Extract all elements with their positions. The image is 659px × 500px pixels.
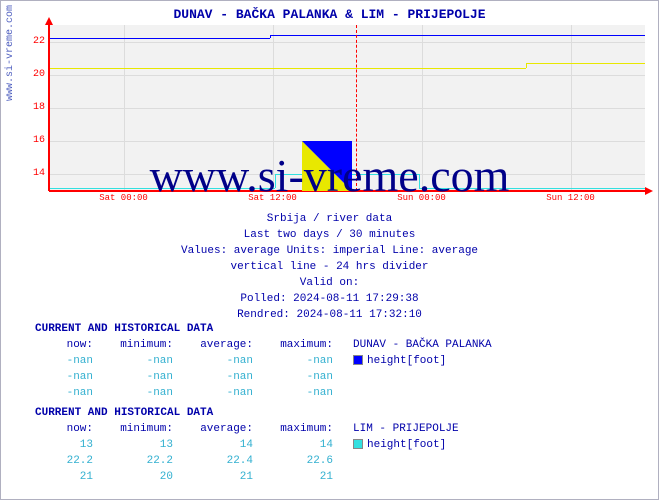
cell-now: -nan xyxy=(35,385,93,401)
table-title: CURRENT AND HISTORICAL DATA xyxy=(35,321,492,337)
color-swatch xyxy=(353,355,363,365)
grid-h xyxy=(49,108,645,109)
meta-values: Values: average Units: imperial Line: av… xyxy=(1,243,658,259)
col-now: now: xyxy=(35,421,93,437)
cell-avg: 22.4 xyxy=(173,453,253,469)
table-row: -nan-nan-nan-nan xyxy=(35,385,492,401)
data-table: CURRENT AND HISTORICAL DATAnow:minimum:a… xyxy=(35,405,459,485)
cell-min: 22.2 xyxy=(93,453,173,469)
series-step xyxy=(526,63,527,68)
cell-now: -nan xyxy=(35,353,93,369)
cell-now: 21 xyxy=(35,469,93,485)
col-min: minimum: xyxy=(93,421,173,437)
col-station: DUNAV - BAČKA PALANKA xyxy=(333,337,492,353)
table-title: CURRENT AND HISTORICAL DATA xyxy=(35,405,459,421)
grid-h xyxy=(49,75,645,76)
cell-now: 22.2 xyxy=(35,453,93,469)
cell-now: -nan xyxy=(35,369,93,385)
x-tick-label: Sat 00:00 xyxy=(99,193,148,203)
y-tick-label: 18 xyxy=(25,102,45,113)
series-segment xyxy=(49,68,526,69)
y-tick-label: 22 xyxy=(25,36,45,47)
cell-max: 21 xyxy=(253,469,333,485)
legend-icon xyxy=(302,141,352,191)
cell-max: 22.6 xyxy=(253,453,333,469)
table-row: 13131414height[foot] xyxy=(35,437,459,453)
y-axis-arrow xyxy=(45,17,53,25)
cell-avg: 14 xyxy=(173,437,253,453)
chart-area: 1416182022 Sat 00:00Sat 12:00Sun 00:00Su… xyxy=(49,25,645,191)
meta-interval: Last two days / 30 minutes xyxy=(1,227,658,243)
series-segment xyxy=(419,188,645,189)
col-max: maximum: xyxy=(253,337,333,353)
series-step xyxy=(275,174,276,187)
cell-min: 20 xyxy=(93,469,173,485)
table-row: 22.222.222.422.6 xyxy=(35,453,459,469)
series-segment xyxy=(526,63,645,64)
y-axis xyxy=(48,25,50,191)
metric-label: height[foot] xyxy=(333,353,446,369)
cell-max: 14 xyxy=(253,437,333,453)
y-tick-label: 16 xyxy=(25,135,45,146)
cell-avg: -nan xyxy=(173,353,253,369)
series-step xyxy=(270,35,271,38)
table-row: -nan-nan-nan-nanheight[foot] xyxy=(35,353,492,369)
y-tick-label: 14 xyxy=(25,168,45,179)
grid-v xyxy=(422,25,423,191)
cell-min: -nan xyxy=(93,369,173,385)
meta-source: Srbija / river data xyxy=(1,211,658,227)
meta-vline: vertical line - 24 hrs divider xyxy=(1,259,658,275)
grid-v xyxy=(124,25,125,191)
meta-polled: Polled: 2024-08-11 17:29:38 xyxy=(1,291,658,307)
cell-min: -nan xyxy=(93,385,173,401)
table-header-row: now:minimum:average:maximum:DUNAV - BAČK… xyxy=(35,337,492,353)
chart-container: www.si-vreme.com DUNAV - BAČKA PALANKA &… xyxy=(0,0,659,500)
series-segment xyxy=(49,38,270,39)
table-row: 21202121 xyxy=(35,469,459,485)
x-tick-label: Sun 00:00 xyxy=(397,193,446,203)
x-tick-label: Sat 12:00 xyxy=(248,193,297,203)
cell-avg: -nan xyxy=(173,369,253,385)
cell-max: -nan xyxy=(253,369,333,385)
meta-info: Srbija / river data Last two days / 30 m… xyxy=(1,211,658,323)
col-min: minimum: xyxy=(93,337,173,353)
side-url: www.si-vreme.com xyxy=(5,5,16,101)
x-tick-label: Sun 12:00 xyxy=(546,193,595,203)
table-header-row: now:minimum:average:maximum:LIM - PRIJEP… xyxy=(35,421,459,437)
y-tick-label: 20 xyxy=(25,69,45,80)
col-avg: average: xyxy=(173,421,253,437)
grid-v xyxy=(273,25,274,191)
data-table: CURRENT AND HISTORICAL DATAnow:minimum:a… xyxy=(35,321,492,401)
cell-avg: 21 xyxy=(173,469,253,485)
table-row: -nan-nan-nan-nan xyxy=(35,369,492,385)
metric-label: height[foot] xyxy=(333,437,446,453)
grid-h xyxy=(49,42,645,43)
cell-min: 13 xyxy=(93,437,173,453)
series-segment xyxy=(270,35,645,36)
x-axis-arrow xyxy=(645,187,653,195)
col-avg: average: xyxy=(173,337,253,353)
col-station: LIM - PRIJEPOLJE xyxy=(333,421,459,437)
divider-24h xyxy=(356,25,357,191)
meta-validon: Valid on: xyxy=(1,275,658,291)
series-step xyxy=(419,174,420,187)
series-segment xyxy=(49,188,275,189)
cell-now: 13 xyxy=(35,437,93,453)
cell-max: -nan xyxy=(253,385,333,401)
grid-v xyxy=(571,25,572,191)
cell-avg: -nan xyxy=(173,385,253,401)
chart-title: DUNAV - BAČKA PALANKA & LIM - PRIJEPOLJE xyxy=(1,1,658,22)
col-max: maximum: xyxy=(253,421,333,437)
cell-max: -nan xyxy=(253,353,333,369)
cell-min: -nan xyxy=(93,353,173,369)
color-swatch xyxy=(353,439,363,449)
col-now: now: xyxy=(35,337,93,353)
